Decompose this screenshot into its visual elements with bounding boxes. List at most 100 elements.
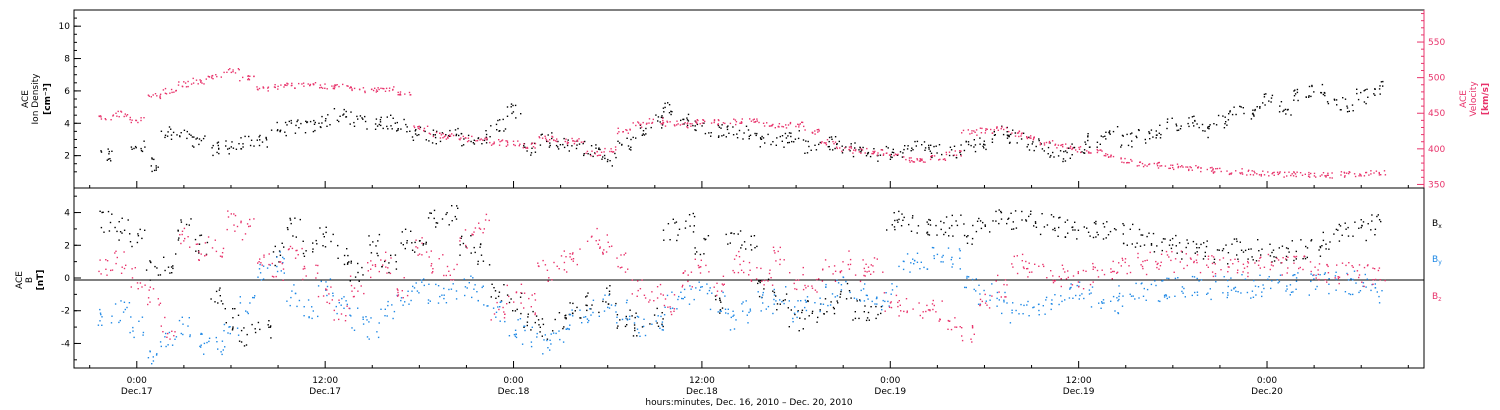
bz-point	[1259, 253, 1274, 271]
bz-dot	[471, 233, 473, 235]
velocity-dot	[1189, 166, 1191, 168]
velocity-dot	[112, 114, 115, 116]
bx-dot	[943, 222, 945, 224]
velocity-dot	[814, 133, 816, 135]
ion_density-dot	[841, 152, 844, 154]
bz-dot	[534, 313, 536, 316]
ion_density-dot	[660, 116, 663, 119]
by-dot	[947, 247, 950, 249]
ion_density-dot	[1278, 111, 1281, 113]
by-dot	[979, 293, 981, 295]
bz-dot	[876, 258, 878, 260]
ion_density-dot	[1382, 80, 1384, 83]
bz-dot	[814, 289, 817, 291]
bz-dot	[1247, 262, 1250, 264]
by-dot	[757, 291, 759, 293]
bz-point	[804, 278, 820, 293]
ion_density-dot	[793, 141, 795, 143]
by-dot	[208, 340, 210, 343]
bz-dot	[397, 289, 399, 291]
ion_density-dot	[463, 138, 465, 140]
bx-dot	[1374, 234, 1376, 236]
bx-dot	[975, 230, 978, 233]
bz-dot	[466, 247, 468, 249]
by-dot	[1134, 298, 1136, 300]
bx-dot	[1204, 255, 1206, 257]
bz-dot	[984, 302, 987, 304]
velocity-dot	[1105, 155, 1107, 157]
bx-dot	[929, 224, 932, 226]
bz-point	[631, 279, 647, 299]
bx-dot	[129, 241, 132, 243]
velocity-dot	[375, 89, 378, 91]
ion_density-dot	[1352, 110, 1354, 112]
ion_density-dot	[788, 141, 790, 144]
by-dot	[942, 261, 944, 263]
bz-dot	[385, 251, 387, 253]
bz-dot	[947, 328, 949, 330]
velocity-dot	[1026, 136, 1028, 138]
bx-dot	[1102, 238, 1105, 240]
bz-dot	[502, 306, 504, 309]
bx-dot	[1338, 240, 1341, 242]
bz-dot	[697, 264, 700, 267]
velocity-dot	[681, 123, 684, 125]
bx-dot	[1106, 221, 1108, 223]
ion_density-dot	[1179, 128, 1182, 130]
by-dot	[1295, 277, 1298, 279]
bx-dot	[571, 312, 574, 314]
velocity-dot	[129, 118, 131, 121]
velocity-dot	[1071, 148, 1073, 151]
by-dot	[165, 345, 167, 348]
velocity-dot	[238, 69, 240, 71]
velocity-dot	[489, 141, 491, 144]
by-dot	[636, 315, 639, 318]
by-dot	[1114, 310, 1116, 312]
bz-dot	[764, 279, 766, 282]
by-dot	[1088, 293, 1091, 295]
bz-dot	[682, 272, 684, 274]
ion_density-dot	[790, 135, 792, 138]
bx-dot	[206, 241, 209, 244]
bx-dot	[927, 223, 930, 225]
bx-dot	[523, 326, 525, 328]
ion_density-dot	[695, 129, 697, 132]
bx-dot	[350, 262, 352, 264]
bx-dot	[312, 248, 314, 250]
ion_density-dot	[143, 140, 145, 142]
ion_density-dot	[1374, 88, 1376, 90]
ion_density-dot	[1126, 133, 1128, 136]
bx-dot	[1012, 228, 1015, 230]
bx-dot	[602, 300, 604, 303]
by-dot	[1289, 284, 1292, 286]
time-tick-label: 12:00	[1066, 376, 1092, 386]
velocity-dot	[1026, 137, 1028, 139]
ion_density-dot	[911, 147, 913, 149]
velocity-dot	[724, 122, 726, 125]
bx-dot	[694, 247, 696, 249]
bx-dot	[268, 326, 270, 328]
velocity-dot	[164, 92, 167, 94]
bz-dot	[322, 295, 325, 297]
ion_density-dot	[805, 140, 807, 142]
by-dot	[1146, 288, 1149, 291]
bz-dot	[452, 279, 455, 281]
bx-dot	[1275, 256, 1277, 259]
bz-dot	[430, 265, 432, 267]
bx-dot	[1050, 214, 1053, 216]
ion_density-point	[979, 137, 994, 151]
bz-dot	[114, 252, 116, 254]
bz-dot	[1313, 274, 1315, 276]
by-dot	[966, 275, 968, 278]
velocity-dot	[104, 118, 106, 120]
bx-dot	[807, 300, 809, 302]
by-point	[114, 300, 131, 324]
velocity-dot	[1349, 171, 1351, 173]
bz-dot	[333, 319, 335, 321]
ion_density-dot	[1006, 134, 1009, 136]
velocity-point	[538, 135, 554, 143]
velocity-dot	[277, 85, 279, 88]
velocity-dot	[208, 76, 210, 78]
bz-dot	[1324, 279, 1326, 281]
velocity-dot	[1120, 157, 1122, 159]
